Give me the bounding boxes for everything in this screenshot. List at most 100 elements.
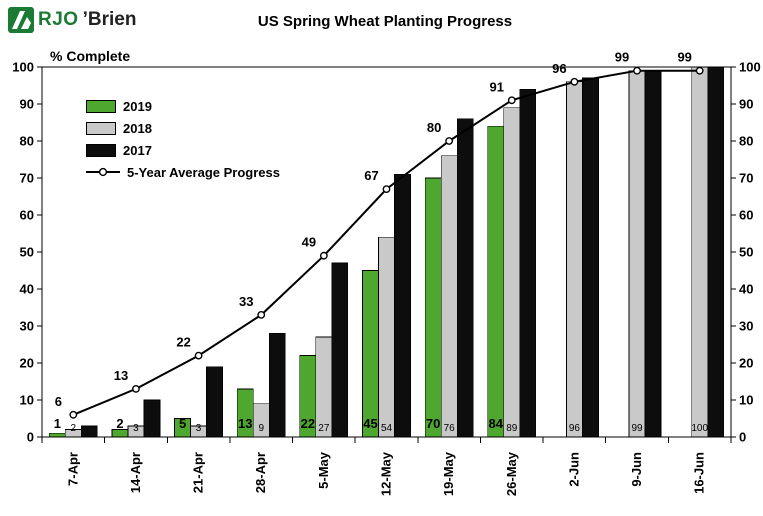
legend-line-marker-icon xyxy=(86,167,120,177)
label-avg-26-May: 91 xyxy=(490,79,504,94)
y-tick-label-right-100: 100 xyxy=(739,60,761,75)
bar-2018-19-May xyxy=(440,155,458,438)
label-avg-7-Apr: 6 xyxy=(55,394,62,409)
bar-2018-2-Jun xyxy=(566,81,583,438)
bar-2019-19-May xyxy=(424,177,442,438)
bar-2018-26-May xyxy=(503,107,521,438)
avg-marker-28-Apr xyxy=(257,310,266,319)
label-2018-26-May: 89 xyxy=(506,423,518,434)
bar-2019-12-May xyxy=(362,270,379,438)
y-tick-label-right-40: 40 xyxy=(739,282,753,297)
avg-marker-26-May xyxy=(507,96,516,105)
legend-label-2017: 2017 xyxy=(123,142,152,158)
label-2018-28-Apr: 9 xyxy=(258,423,264,434)
label-2018-21-Apr: 3 xyxy=(196,423,202,434)
chart-legend: 2019 2018 2017 5-Year Average Progress xyxy=(86,97,280,181)
avg-marker-7-Apr xyxy=(69,410,78,419)
y-tick-label-right-70: 70 xyxy=(739,171,753,186)
y-tick-label-right-0: 0 xyxy=(739,430,746,445)
y-tick-label-right-50: 50 xyxy=(739,245,753,260)
avg-marker-5-May xyxy=(319,251,328,260)
avg-marker-19-May xyxy=(445,137,454,145)
y-tick-label-right-80: 80 xyxy=(739,134,753,149)
x-label-21-Apr: 21-Apr xyxy=(191,452,206,493)
logo-text-rjo: RJO xyxy=(38,9,79,30)
legend-item-2017: 2017 xyxy=(86,141,280,159)
y-tick-label-right-60: 60 xyxy=(739,208,753,223)
bar-2018-5-May xyxy=(315,336,333,438)
x-label-14-Apr: 14-Apr xyxy=(128,452,143,493)
label-2019-7-Apr: 1 xyxy=(54,416,61,431)
y-tick-label-left-60: 60 xyxy=(20,208,34,223)
label-2019-26-May: 84 xyxy=(489,416,504,431)
x-label-9-Jun: 9-Jun xyxy=(629,452,644,487)
label-2018-12-May: 54 xyxy=(381,423,393,434)
rjobrien-logo: RJO ’Brien xyxy=(8,7,136,33)
y-tick-label-left-50: 50 xyxy=(20,245,34,260)
legend-label-2019: 2019 xyxy=(123,98,152,114)
legend-label-2018: 2018 xyxy=(123,120,152,136)
legend-swatch-2019 xyxy=(86,99,116,113)
bar-2017-26-May xyxy=(519,88,537,438)
y-tick-label-left-40: 40 xyxy=(20,282,34,297)
legend-swatch-2018 xyxy=(86,121,116,135)
y-tick-label-right-90: 90 xyxy=(739,97,753,112)
x-label-19-May: 19-May xyxy=(441,451,456,496)
label-avg-16-Jun: 99 xyxy=(677,50,691,65)
legend-item-5yr-average: 5-Year Average Progress xyxy=(86,163,280,181)
y-tick-label-left-20: 20 xyxy=(20,356,34,371)
label-2019-5-May: 22 xyxy=(301,416,315,431)
label-2018-14-Apr: 3 xyxy=(133,423,139,434)
legend-label-5yr-average: 5-Year Average Progress xyxy=(127,164,280,180)
x-label-5-May: 5-May xyxy=(316,451,331,489)
y-tick-label-left-70: 70 xyxy=(20,171,34,186)
label-avg-21-Apr: 22 xyxy=(176,335,190,350)
bar-2018-16-Jun xyxy=(691,66,709,438)
label-2019-28-Apr: 13 xyxy=(238,416,252,431)
label-2019-19-May: 70 xyxy=(426,416,440,431)
label-avg-12-May: 67 xyxy=(364,168,378,183)
y-tick-label-left-90: 90 xyxy=(20,97,34,112)
y-tick-label-right-10: 10 xyxy=(739,393,753,408)
label-2018-9-Jun: 99 xyxy=(631,423,643,434)
label-2019-14-Apr: 2 xyxy=(116,416,123,431)
bar-2018-12-May xyxy=(378,236,395,438)
bar-2017-12-May xyxy=(394,173,411,438)
logo-text-brien: ’Brien xyxy=(82,9,137,30)
bar-2017-19-May xyxy=(456,118,474,438)
y-tick-label-left-10: 10 xyxy=(20,393,34,408)
x-label-2-Jun: 2-Jun xyxy=(566,452,581,487)
x-label-7-Apr: 7-Apr xyxy=(65,452,80,486)
label-avg-9-Jun: 99 xyxy=(615,50,629,65)
label-avg-14-Apr: 13 xyxy=(114,368,128,383)
y-tick-label-left-100: 100 xyxy=(12,60,34,75)
chart-title: US Spring Wheat Planting Progress xyxy=(257,13,513,30)
x-label-28-Apr: 28-Apr xyxy=(253,452,268,493)
bar-2017-14-Apr xyxy=(143,399,161,438)
label-2019-21-Apr: 5 xyxy=(179,416,186,431)
x-label-16-Jun: 16-Jun xyxy=(692,452,707,494)
y-axis-caption: % Complete xyxy=(50,48,131,64)
label-avg-5-May: 49 xyxy=(302,235,316,250)
bar-2018-9-Jun xyxy=(628,70,646,438)
legend-swatch-2017 xyxy=(86,143,116,157)
bar-2019-7-Apr xyxy=(48,432,66,438)
bar-2017-7-Apr xyxy=(80,425,98,438)
bar-2017-16-Jun xyxy=(707,66,725,438)
label-2018-5-May: 27 xyxy=(318,423,330,434)
bar-2017-21-Apr xyxy=(206,366,223,438)
label-2019-12-May: 45 xyxy=(363,416,377,431)
y-tick-label-right-30: 30 xyxy=(739,319,753,334)
bar-2017-9-Jun xyxy=(644,70,662,438)
legend-item-2018: 2018 xyxy=(86,119,280,137)
avg-marker-21-Apr xyxy=(194,351,203,360)
y-tick-label-left-0: 0 xyxy=(27,430,34,445)
label-avg-2-Jun: 96 xyxy=(552,61,566,76)
bar-2017-28-Apr xyxy=(268,333,286,438)
y-tick-label-left-30: 30 xyxy=(20,319,34,334)
label-2018-16-Jun: 100 xyxy=(691,423,708,434)
label-2018-2-Jun: 96 xyxy=(569,423,581,434)
legend-item-2019: 2019 xyxy=(86,97,280,115)
